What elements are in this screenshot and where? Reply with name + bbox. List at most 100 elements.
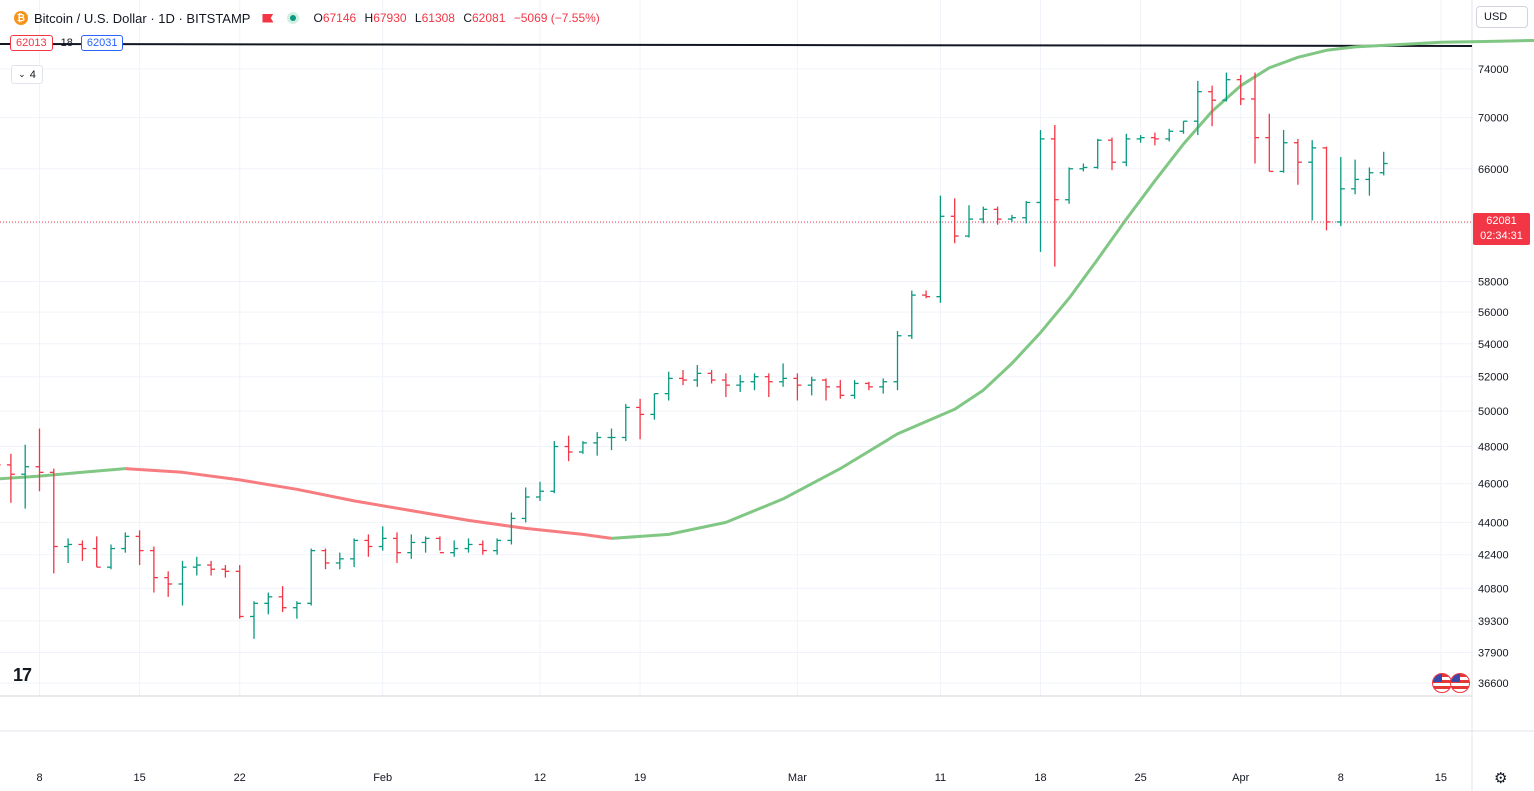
ohlc-bar[interactable]	[307, 548, 316, 606]
ohlc-bar[interactable]	[6, 453, 15, 503]
ohlc-bar[interactable]	[192, 556, 201, 576]
collapse-indicators-button[interactable]: ⌄ 4	[11, 65, 43, 84]
ohlc-bar[interactable]	[1379, 151, 1388, 176]
ohlc-bar[interactable]	[879, 378, 888, 394]
ohlc-bar[interactable]	[965, 205, 973, 238]
ohlc-bar[interactable]	[178, 560, 187, 606]
ohlc-bar[interactable]	[664, 371, 673, 401]
ohlc-bar[interactable]	[950, 198, 959, 244]
ohlc-bar[interactable]	[736, 375, 745, 392]
flag-icon[interactable]	[262, 13, 274, 23]
time-axis[interactable]: 8 15 22 Feb 12 19 Mar 11 18 25 Apr 8 15	[36, 772, 1447, 784]
ohlc-bar[interactable]	[35, 428, 44, 492]
ohlc-bar[interactable]	[936, 195, 945, 303]
ohlc-bar[interactable]	[1036, 130, 1045, 252]
ohlc-bar[interactable]	[707, 370, 716, 384]
ohlc-bar[interactable]	[1265, 113, 1274, 173]
ohlc-bar[interactable]	[536, 481, 544, 501]
us-flag-icon[interactable]	[1432, 673, 1452, 693]
ohlc-bar[interactable]	[1351, 159, 1360, 195]
ohlc-bar[interactable]	[893, 330, 902, 391]
ohlc-bar[interactable]	[421, 536, 430, 553]
ohlc-bar[interactable]	[793, 373, 802, 401]
ohlc-bar[interactable]	[121, 532, 130, 553]
ohlc-bar[interactable]	[407, 534, 416, 559]
ohlc-bar[interactable]	[1122, 133, 1131, 167]
ohlc-bar[interactable]	[1293, 138, 1302, 185]
events-icons[interactable]	[1432, 673, 1470, 693]
ohlc-bar[interactable]	[922, 290, 931, 299]
ohlc-bar[interactable]	[164, 571, 173, 597]
moving-average-line[interactable]	[0, 38, 1534, 540]
ohlc-bar[interactable]	[92, 536, 101, 568]
ohlc-bar[interactable]	[292, 601, 301, 619]
ohlc-bar[interactable]	[1365, 167, 1374, 196]
ohlc-bar[interactable]	[1179, 120, 1188, 134]
ohlc-bar[interactable]	[1136, 135, 1145, 143]
ohlc-bar[interactable]	[1050, 124, 1059, 267]
ohlc-bar[interactable]	[149, 546, 158, 593]
ohlc-bar[interactable]	[521, 487, 530, 523]
ohlc-bar[interactable]	[135, 530, 144, 566]
ohlc-bar[interactable]	[335, 552, 344, 570]
ohlc-bar[interactable]	[1079, 163, 1088, 172]
ohlc-bar[interactable]	[979, 206, 988, 224]
ohlc-bar[interactable]	[1251, 72, 1259, 164]
ohlc-bar[interactable]	[1093, 138, 1102, 169]
ohlc-bar[interactable]	[464, 538, 473, 553]
ohlc-bar[interactable]	[836, 380, 845, 399]
market-status-icon[interactable]	[287, 12, 300, 24]
ohlc-bar[interactable]	[1150, 132, 1159, 146]
ohlc-bar[interactable]	[578, 441, 587, 454]
ohlc-bar[interactable]	[250, 601, 258, 639]
ohlc-bar[interactable]	[321, 548, 330, 570]
ohlc-bar[interactable]	[750, 373, 759, 391]
ohlc-bar[interactable]	[0, 448, 1, 476]
ohlc-bar[interactable]	[721, 373, 730, 398]
ohlc-bar[interactable]	[564, 435, 573, 462]
ohlc-bar[interactable]	[264, 592, 273, 615]
gear-icon[interactable]: ⚙	[1494, 770, 1508, 787]
ohlc-bar[interactable]	[764, 373, 773, 398]
ohlc-bar[interactable]	[107, 544, 115, 570]
ohlc-bar[interactable]	[864, 381, 873, 391]
price-axis[interactable]: 36600 37900 39300 40800 42400 44000 46000 48000…	[1478, 64, 1509, 690]
ohlc-bar[interactable]	[378, 526, 387, 551]
ohlc-bar[interactable]	[221, 565, 230, 578]
ohlc-bar[interactable]	[278, 586, 287, 613]
horizontal-line-drawing[interactable]	[0, 43, 1473, 47]
ohlc-bar[interactable]	[478, 540, 487, 555]
ohlc-bar[interactable]	[393, 532, 401, 563]
ohlc-bar[interactable]	[993, 206, 1002, 225]
tradingview-logo-icon[interactable]: 17	[13, 665, 32, 685]
ohlc-bar[interactable]	[1336, 156, 1345, 227]
ohlc-bar[interactable]	[1222, 72, 1231, 102]
ohlc-bars[interactable]	[0, 72, 1388, 639]
ohlc-bar[interactable]	[21, 444, 30, 509]
ohlc-bar[interactable]	[1208, 85, 1217, 127]
ohlc-bar[interactable]	[850, 380, 859, 399]
ohlc-bar[interactable]	[1236, 74, 1245, 106]
ohlc-bar[interactable]	[1279, 130, 1288, 173]
ohlc-bar[interactable]	[1322, 146, 1331, 231]
ohlc-bar[interactable]	[450, 540, 459, 557]
ohlc-bar[interactable]	[1193, 80, 1202, 136]
ohlc-bar[interactable]	[807, 376, 816, 396]
ohlc-bar[interactable]	[679, 370, 687, 386]
ohlc-bar[interactable]	[207, 560, 216, 576]
currency-selector[interactable]: USD	[1476, 6, 1528, 28]
ohlc-bar[interactable]	[907, 290, 916, 339]
ohlc-bar[interactable]	[435, 536, 444, 554]
symbol-title[interactable]: Bitcoin / U.S. Dollar · 1D · BITSTAMP	[34, 10, 251, 26]
ohlc-bar[interactable]	[1308, 140, 1317, 221]
ohlc-bar[interactable]	[779, 363, 788, 387]
ohlc-bar[interactable]	[607, 428, 616, 451]
ohlc-bar[interactable]	[1007, 214, 1016, 222]
ohlc-bar[interactable]	[64, 538, 73, 563]
ohlc-bar[interactable]	[78, 540, 87, 561]
ohlc-bar[interactable]	[350, 538, 359, 568]
ohlc-bar[interactable]	[636, 398, 645, 440]
ohlc-bar[interactable]	[550, 441, 559, 494]
ohlc-bar[interactable]	[621, 403, 630, 442]
